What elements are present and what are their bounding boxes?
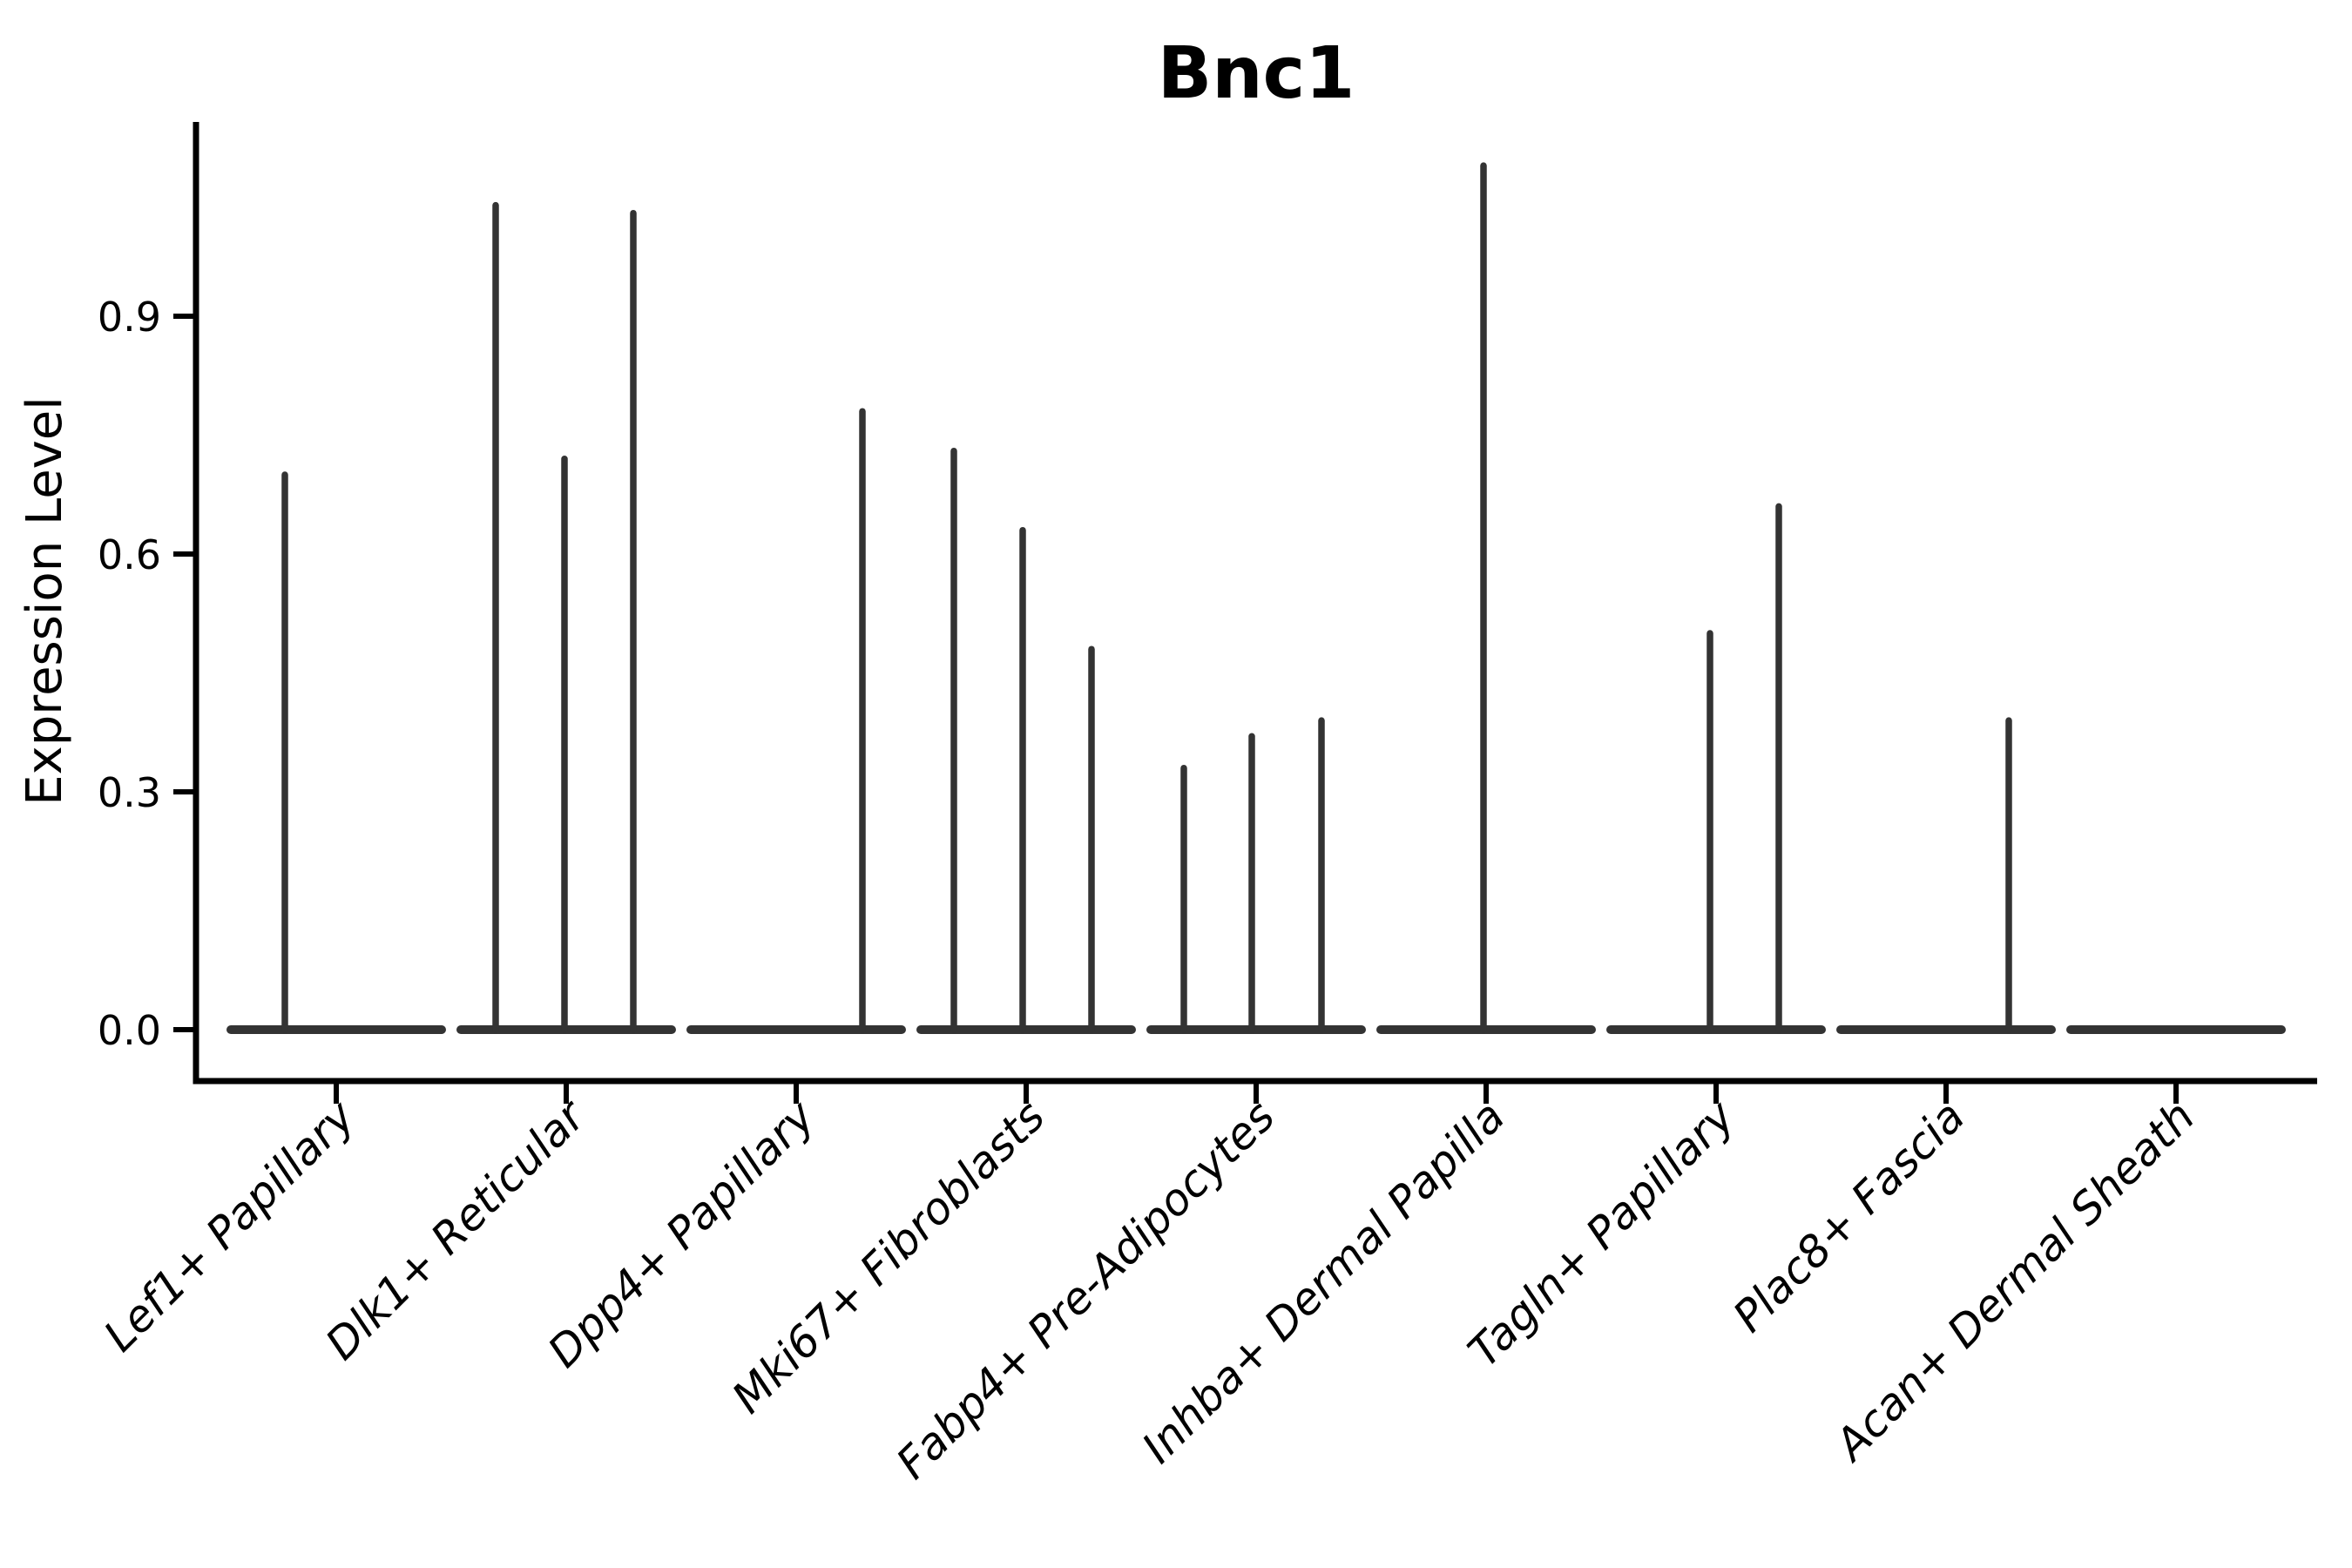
axis-spine: [193, 122, 2317, 1085]
y-tick-label: 0.0: [98, 1007, 161, 1054]
x-tick-label: Lef1+ Papillary: [94, 1090, 365, 1361]
x-tick-label: Plac8+ Fascia: [1724, 1091, 1975, 1342]
plot-title: Bnc1: [1158, 32, 1355, 115]
y-axis-label: Expression Level: [17, 396, 73, 806]
violins: [226, 162, 2286, 1034]
y-tick-label: 0.3: [98, 769, 161, 816]
y-tick-label: 0.9: [98, 294, 161, 341]
x-tick-label: Inhba+ Dermal Papilla: [1132, 1091, 1514, 1472]
x-tick-label: Fabp4+ Pre-Adipocytes: [887, 1091, 1285, 1489]
y-tick-label: 0.6: [98, 531, 161, 578]
